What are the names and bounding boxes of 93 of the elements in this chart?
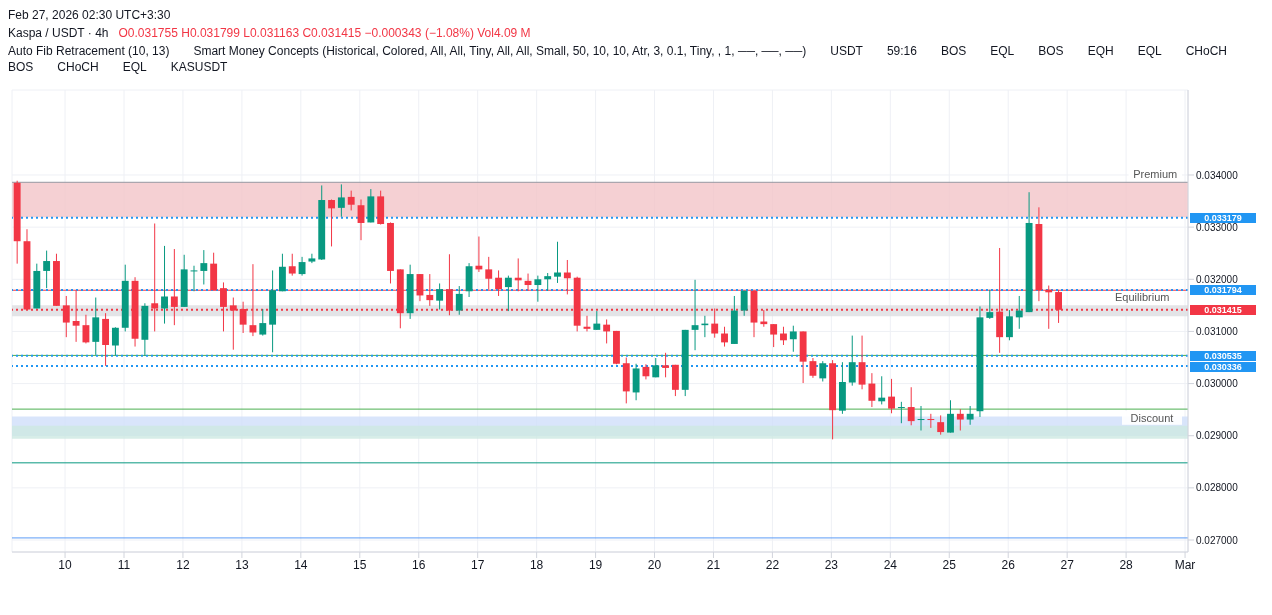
candlestick	[43, 250, 51, 289]
y-tick-label: 0.031000	[1196, 325, 1239, 337]
x-tick-label: 12	[176, 557, 190, 572]
candlestick	[298, 256, 306, 277]
candlestick	[455, 285, 463, 316]
ref-line-label: 0.030535	[1190, 350, 1256, 361]
x-tick-label: 26	[1001, 557, 1016, 572]
x-tick-label: 23	[824, 557, 839, 572]
candlestick	[986, 289, 994, 320]
y-tick-label: 0.033000	[1196, 221, 1239, 233]
text: BOS	[8, 60, 34, 74]
y-tick-label: 0.034000	[1196, 169, 1239, 181]
candlestick	[662, 352, 670, 378]
candlestick	[308, 253, 316, 264]
candlestick	[554, 241, 561, 284]
band-label: Discount	[1130, 411, 1174, 424]
text: Feb 27, 2026 02:30 UTC+3:30	[8, 8, 172, 24]
text: BOS	[940, 44, 967, 58]
text: EQL	[122, 60, 147, 74]
x-tick-label: 14	[294, 557, 308, 572]
ref-line-label: 0.031415	[1190, 304, 1256, 315]
candlestick	[927, 413, 935, 429]
candlestick	[956, 408, 964, 431]
text: Smart Money Concepts (Historical, Colored, All, All, Tiny, All, All, Small, 50, 10, 10, Atr, 3, 0.1, Tiny, , 1, ──, ──, ──)	[193, 44, 807, 58]
x-tick-label: 19	[588, 557, 603, 572]
text: CHoCH	[1185, 44, 1227, 58]
y-tick-label: 0.032000	[1196, 273, 1239, 285]
x-tick-label: 16	[412, 557, 426, 572]
ref-line-label: 0.031794	[1190, 285, 1256, 296]
x-tick-label: 24	[883, 557, 898, 572]
text: KASUSDT	[170, 60, 228, 74]
x-tick-label: 10	[58, 557, 73, 572]
y-tick-label: 0.030000	[1196, 378, 1239, 390]
candlestick	[288, 253, 296, 277]
candlestick	[907, 386, 915, 426]
candlestick	[721, 326, 728, 348]
x-tick-label: 25	[942, 557, 957, 572]
chart-subtitle: O0.031755 H0.031799 L0.031163 C0.031415 −0.000343 (−1.08%) Vol4.09 M	[118, 26, 531, 40]
text: 59:16	[886, 44, 917, 58]
candlestick	[888, 378, 895, 414]
x-tick-label: 21	[706, 557, 721, 572]
candlestick	[819, 360, 827, 382]
candlestick	[259, 308, 267, 337]
chart-title: Kaspa / USDT · 4h	[8, 26, 109, 40]
candlestick	[809, 357, 817, 379]
text: Auto Fib Retracement (10, 13)	[8, 44, 170, 58]
candlestick	[534, 275, 542, 303]
y-tick-label: 0.028000	[1196, 482, 1239, 494]
text: USDT	[830, 44, 863, 58]
candlestick	[1006, 309, 1013, 341]
x-tick-label: 13	[235, 557, 249, 572]
x-tick-label: 11	[117, 557, 131, 572]
candlestick	[789, 325, 797, 353]
candlestick	[328, 199, 335, 247]
candlestick	[770, 323, 778, 348]
candlestick	[632, 363, 640, 401]
candlestick	[504, 275, 512, 312]
candlestick	[200, 249, 208, 285]
text: EQH	[1087, 44, 1114, 58]
x-tick-label: 28	[1119, 557, 1134, 572]
candlestick	[347, 190, 355, 211]
x-tick-label: 15	[353, 557, 367, 572]
y-tick-label: 0.027000	[1196, 534, 1239, 546]
candlestick	[82, 314, 90, 344]
candlestick	[337, 183, 345, 218]
candlestick	[937, 414, 945, 436]
candlestick	[691, 279, 699, 351]
y-tick-label: 0.029000	[1196, 430, 1239, 442]
candlestick	[111, 326, 119, 356]
candlestick	[593, 310, 601, 331]
candlestick	[947, 399, 954, 434]
band-label: Premium	[1133, 168, 1178, 181]
candlestick	[161, 245, 168, 325]
ref-line-label: 0.030336	[1190, 361, 1256, 372]
x-tick-label: 27	[1060, 557, 1075, 572]
candlestick	[740, 290, 748, 317]
x-tick-label: 22	[765, 557, 780, 572]
text: CHoCH	[57, 60, 99, 74]
x-tick-label: 20	[647, 557, 662, 572]
candlestick	[436, 282, 444, 311]
text: EQL	[1137, 44, 1162, 58]
band-label: Equilibrium	[1115, 291, 1170, 304]
x-tick-label: Mar	[1174, 557, 1196, 572]
text: EQL	[990, 44, 1015, 58]
candlestick	[858, 335, 866, 390]
ref-line-label: 0.033179	[1190, 212, 1256, 223]
candlestick	[966, 405, 974, 426]
text: BOS	[1038, 44, 1064, 58]
x-tick-label: 17	[471, 557, 485, 572]
x-tick-label: 18	[529, 557, 544, 572]
candlestick	[897, 401, 905, 424]
candlestick	[848, 335, 856, 387]
candlestick	[868, 372, 876, 408]
